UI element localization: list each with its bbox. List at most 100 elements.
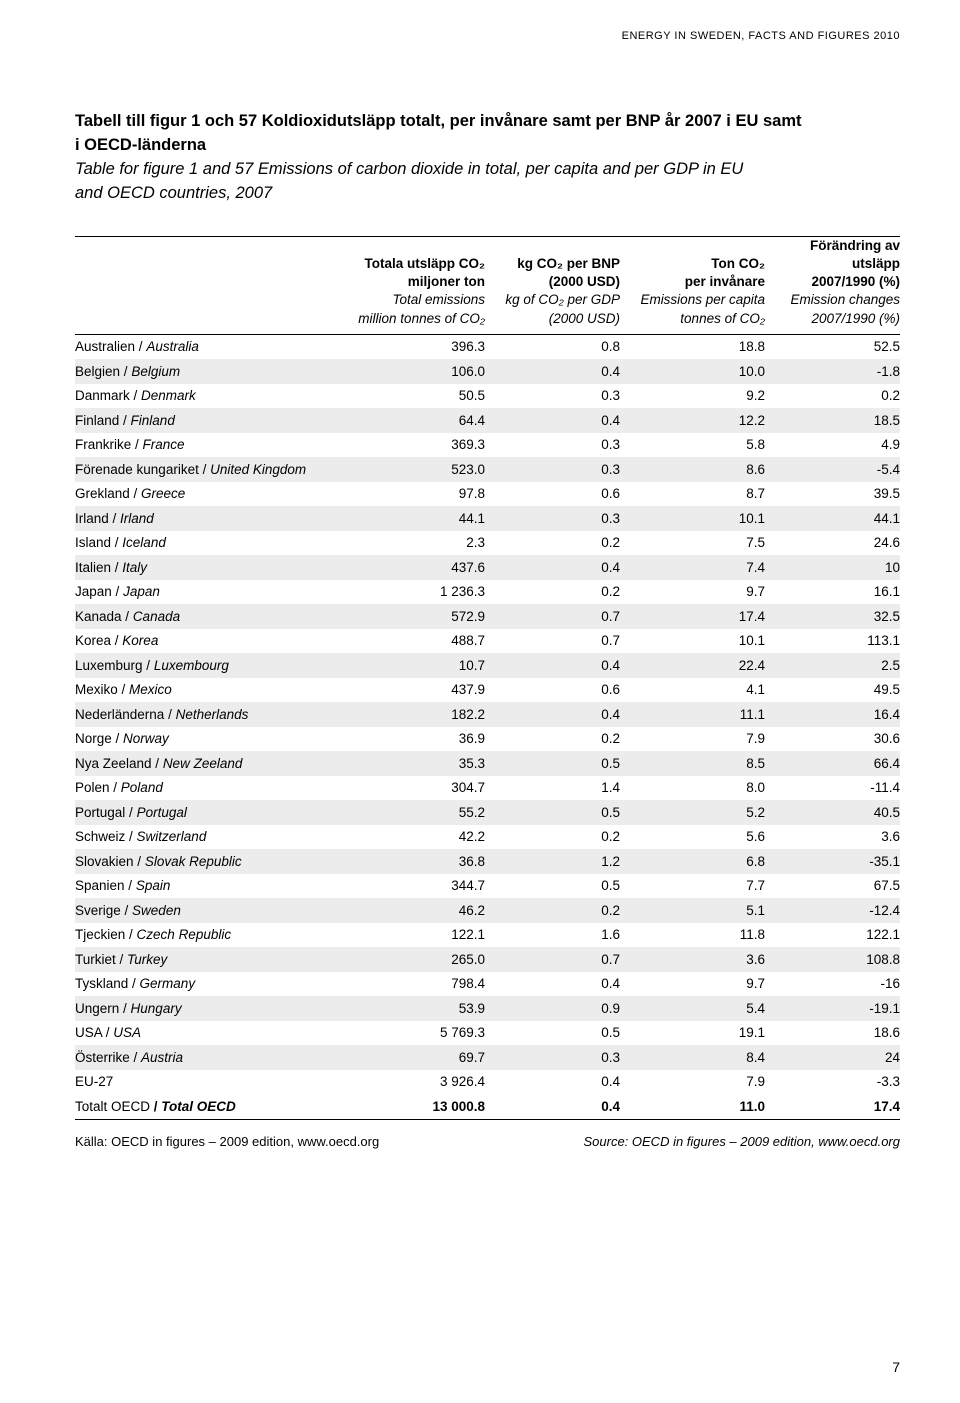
cell-value: 572.9 (345, 604, 485, 629)
cell-value: 0.4 (485, 359, 620, 384)
row-label: Mexiko / Mexico (75, 678, 345, 703)
cell-value: 396.3 (345, 334, 485, 359)
cell-value: 16.1 (765, 580, 900, 605)
cell-value: 10.0 (620, 359, 765, 384)
table-row: Schweiz / Switzerland42.20.25.63.6 (75, 825, 900, 850)
cell-value: 5.4 (620, 996, 765, 1021)
col2-en-1: tonnes of CO₂ (680, 311, 765, 326)
row-label-sv: Tjeckien (75, 927, 125, 942)
cell-value: 12.2 (620, 408, 765, 433)
cell-value: 9.7 (620, 972, 765, 997)
cell-value: 35.3 (345, 751, 485, 776)
row-label-en: Irland (120, 511, 154, 526)
cell-value: -5.4 (765, 457, 900, 482)
table-row: Frankrike / France369.30.35.84.9 (75, 433, 900, 458)
cell-value: 0.8 (485, 334, 620, 359)
row-label: USA / USA (75, 1021, 345, 1046)
cell-value: 0.4 (485, 653, 620, 678)
row-label: Nya Zeeland / New Zeeland (75, 751, 345, 776)
cell-value: 8.4 (620, 1045, 765, 1070)
row-label-sv: Australien (75, 339, 135, 354)
cell-value: 7.4 (620, 555, 765, 580)
cell-value: 36.8 (345, 849, 485, 874)
cell-value: 3 926.4 (345, 1070, 485, 1095)
page: ENERGY IN SWEDEN, FACTS AND FIGURES 2010… (0, 0, 960, 1403)
col2-en-0: Emissions per capita (640, 292, 765, 307)
row-label: Nederländerna / Netherlands (75, 702, 345, 727)
row-label-en: United Kingdom (210, 462, 306, 477)
cell-value: 7.9 (620, 1070, 765, 1095)
col0-en-1: million tonnes of CO₂ (358, 311, 485, 326)
row-label: Grekland / Greece (75, 482, 345, 507)
row-label-sv: Island (75, 535, 111, 550)
source-en: Source: OECD in figures – 2009 edition, … (583, 1134, 900, 1149)
cell-value: 265.0 (345, 947, 485, 972)
table-row: Danmark / Denmark50.50.39.20.2 (75, 384, 900, 409)
row-label: Portugal / Portugal (75, 800, 345, 825)
cell-value: 1.4 (485, 776, 620, 801)
row-label-en: Luxembourg (154, 658, 229, 673)
cell-value: -16 (765, 972, 900, 997)
row-label: Norge / Norway (75, 727, 345, 752)
row-label-en: Sweden (132, 903, 181, 918)
cell-value: 8.0 (620, 776, 765, 801)
row-label: Finland / Finland (75, 408, 345, 433)
cell-value: 0.5 (485, 751, 620, 776)
row-label: Slovakien / Slovak Republic (75, 849, 345, 874)
table-row: Förenade kungariket / United Kingdom523.… (75, 457, 900, 482)
row-label-en: Greece (141, 486, 185, 501)
row-label: Japan / Japan (75, 580, 345, 605)
cell-value: 5.2 (620, 800, 765, 825)
cell-value: 9.2 (620, 384, 765, 409)
cell-value: 108.8 (765, 947, 900, 972)
cell-value: 0.2 (485, 825, 620, 850)
cell-value: 42.2 (345, 825, 485, 850)
row-label-sv: Slovakien (75, 854, 134, 869)
cell-value: 0.3 (485, 433, 620, 458)
cell-value: 0.2 (485, 898, 620, 923)
title-sv-line2: i OECD-länderna (75, 136, 206, 154)
row-label-en: Netherlands (176, 707, 249, 722)
col1-sv-0: kg CO₂ per BNP (517, 256, 620, 271)
row-label: Polen / Poland (75, 776, 345, 801)
table-row: Irland / Irland44.10.310.144.1 (75, 506, 900, 531)
cell-value: 24.6 (765, 531, 900, 556)
cell-value: 7.5 (620, 531, 765, 556)
cell-value: 10 (765, 555, 900, 580)
row-label-sv: Mexiko (75, 682, 118, 697)
table-row: Belgien / Belgium106.00.410.0-1.8 (75, 359, 900, 384)
table-row: Luxemburg / Luxembourg10.70.422.42.5 (75, 653, 900, 678)
cell-value: 344.7 (345, 874, 485, 899)
cell-value: 437.9 (345, 678, 485, 703)
cell-value: -11.4 (765, 776, 900, 801)
cell-value: 0.4 (485, 1094, 620, 1119)
cell-value: 0.2 (765, 384, 900, 409)
cell-value: 0.4 (485, 702, 620, 727)
row-label: Tjeckien / Czech Republic (75, 923, 345, 948)
cell-value: 0.5 (485, 1021, 620, 1046)
table-row: Tjeckien / Czech Republic122.11.611.8122… (75, 923, 900, 948)
cell-value: 49.5 (765, 678, 900, 703)
table-row: Slovakien / Slovak Republic36.81.26.8-35… (75, 849, 900, 874)
table-row: Ungern / Hungary53.90.95.4-19.1 (75, 996, 900, 1021)
cell-value: 53.9 (345, 996, 485, 1021)
table-row: EU-273 926.40.47.9-3.3 (75, 1070, 900, 1095)
table-row: Japan / Japan1 236.30.29.716.1 (75, 580, 900, 605)
row-label-sv: Ungern (75, 1001, 119, 1016)
cell-value: 67.5 (765, 874, 900, 899)
table-row: Polen / Poland304.71.48.0-11.4 (75, 776, 900, 801)
row-label-en: Italy (122, 560, 147, 575)
cell-value: 46.2 (345, 898, 485, 923)
row-label-sv: EU-27 (75, 1074, 113, 1089)
row-label-en: Austria (141, 1050, 183, 1065)
cell-value: 22.4 (620, 653, 765, 678)
cell-value: 18.6 (765, 1021, 900, 1046)
col0-sv-0: Totala utsläpp CO₂ (364, 256, 485, 271)
title-en-line2: and OECD countries, 2007 (75, 184, 272, 202)
row-label: Australien / Australia (75, 334, 345, 359)
row-label-sv: Irland (75, 511, 109, 526)
cell-value: -35.1 (765, 849, 900, 874)
col3-en-1: 2007/1990 (%) (811, 311, 900, 326)
table-title: Tabell till figur 1 och 57 Koldioxidutsl… (75, 110, 900, 206)
row-label-sv: Italien (75, 560, 111, 575)
